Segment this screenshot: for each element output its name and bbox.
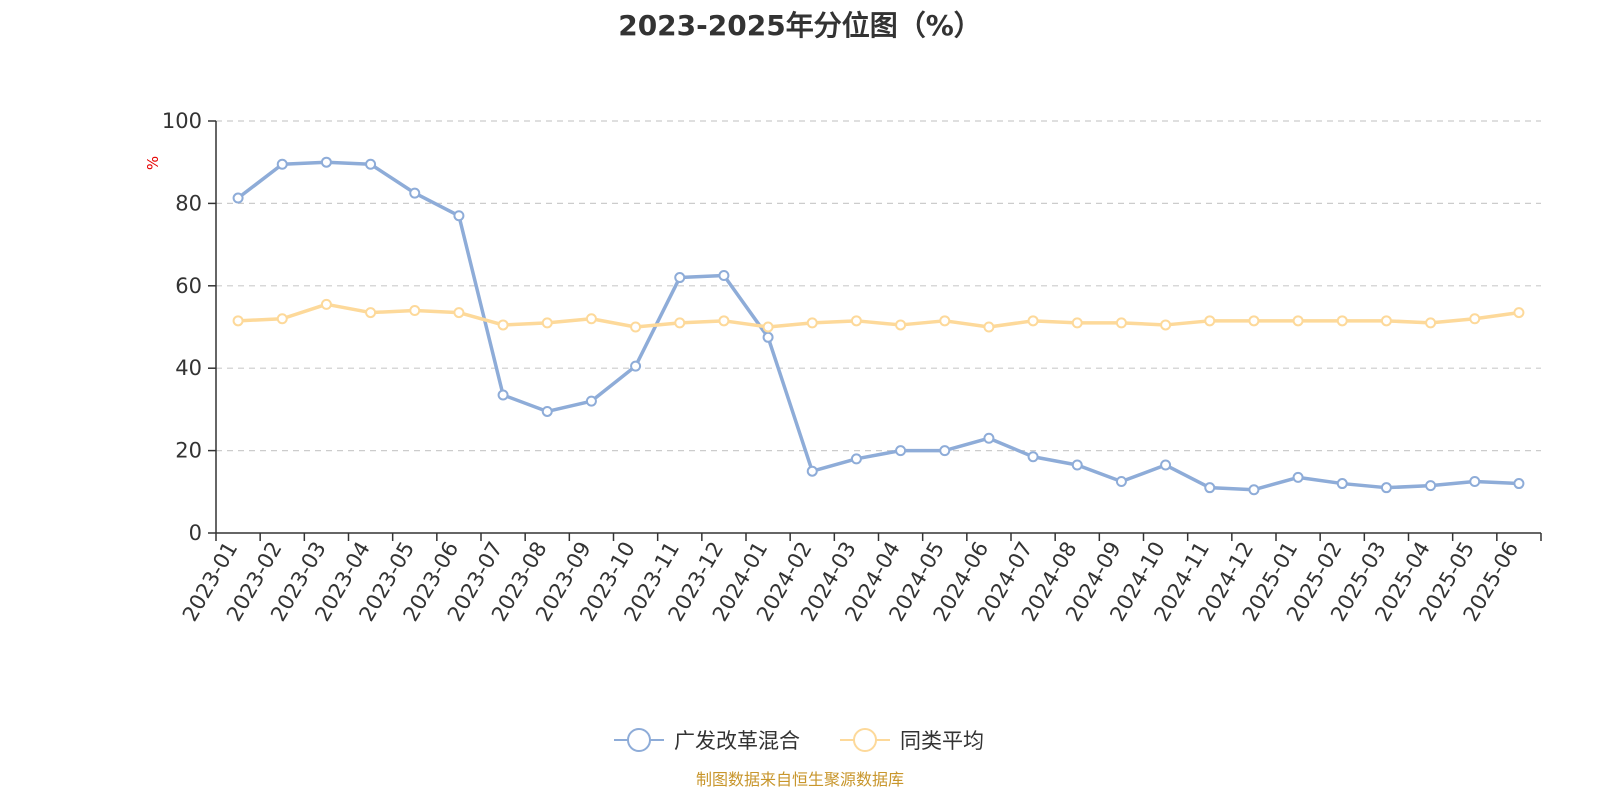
series-line bbox=[236, 160, 1521, 492]
data-point[interactable] bbox=[939, 445, 951, 457]
data-point[interactable] bbox=[850, 315, 862, 327]
y-tick-label: 0 bbox=[189, 521, 202, 545]
axes: 0204060801002023-012023-022023-032023-04… bbox=[162, 109, 1542, 625]
data-point[interactable] bbox=[1027, 315, 1039, 327]
data-point[interactable] bbox=[1292, 315, 1304, 327]
data-point[interactable] bbox=[1160, 459, 1172, 471]
data-point[interactable] bbox=[1204, 482, 1216, 494]
data-point[interactable] bbox=[895, 319, 907, 331]
data-point[interactable] bbox=[1292, 471, 1304, 483]
data-point[interactable] bbox=[630, 360, 642, 372]
data-point[interactable] bbox=[674, 317, 686, 329]
data-point[interactable] bbox=[850, 453, 862, 465]
data-point[interactable] bbox=[939, 315, 951, 327]
data-point[interactable] bbox=[320, 298, 332, 310]
data-point[interactable] bbox=[1071, 317, 1083, 329]
series-0 bbox=[232, 156, 1525, 496]
data-point[interactable] bbox=[806, 465, 818, 477]
legend[interactable]: 广发改革混合 同类平均 bbox=[614, 728, 984, 753]
data-point[interactable] bbox=[1027, 451, 1039, 463]
data-point[interactable] bbox=[1160, 319, 1172, 331]
data-point[interactable] bbox=[762, 321, 774, 333]
data-point[interactable] bbox=[276, 313, 288, 325]
data-point[interactable] bbox=[320, 156, 332, 168]
data-point[interactable] bbox=[1336, 315, 1348, 327]
y-tick-label: 100 bbox=[162, 109, 202, 133]
legend-label: 广发改革混合 bbox=[674, 729, 800, 753]
data-point[interactable] bbox=[1248, 484, 1260, 496]
data-point[interactable] bbox=[1425, 480, 1437, 492]
data-point[interactable] bbox=[806, 317, 818, 329]
data-point[interactable] bbox=[1380, 315, 1392, 327]
data-point[interactable] bbox=[276, 158, 288, 170]
data-point[interactable] bbox=[585, 313, 597, 325]
data-point[interactable] bbox=[1425, 317, 1437, 329]
legend-item-0[interactable]: 广发改革混合 bbox=[614, 728, 800, 753]
data-point[interactable] bbox=[1513, 307, 1525, 319]
data-point[interactable] bbox=[541, 317, 553, 329]
y-tick-label: 80 bbox=[175, 191, 202, 215]
data-point[interactable] bbox=[365, 307, 377, 319]
source-note: 制图数据来自恒生聚源数据库 bbox=[696, 770, 904, 789]
y-axis-unit: % bbox=[144, 156, 162, 170]
data-point[interactable] bbox=[232, 315, 244, 327]
chart-title: 2023-2025年分位图（%） bbox=[618, 9, 982, 42]
legend-label: 同类平均 bbox=[900, 729, 984, 753]
data-point[interactable] bbox=[365, 158, 377, 170]
y-tick-label: 60 bbox=[175, 274, 202, 298]
data-point[interactable] bbox=[1071, 459, 1083, 471]
data-point[interactable] bbox=[1115, 476, 1127, 487]
y-tick-label: 40 bbox=[175, 356, 202, 380]
data-point[interactable] bbox=[762, 331, 774, 343]
data-point[interactable] bbox=[1469, 313, 1481, 325]
data-point[interactable] bbox=[453, 307, 465, 319]
series-1 bbox=[232, 298, 1525, 333]
data-point[interactable] bbox=[674, 272, 686, 284]
data-point[interactable] bbox=[718, 315, 730, 327]
data-point[interactable] bbox=[232, 192, 244, 204]
data-point[interactable] bbox=[630, 321, 642, 333]
series bbox=[232, 156, 1525, 496]
data-point[interactable] bbox=[1513, 478, 1525, 490]
data-point[interactable] bbox=[1248, 315, 1260, 327]
data-point[interactable] bbox=[497, 319, 509, 331]
data-point[interactable] bbox=[718, 270, 730, 281]
data-point[interactable] bbox=[983, 321, 995, 333]
series-line bbox=[236, 302, 1521, 329]
gridlines bbox=[216, 120, 1541, 452]
data-point[interactable] bbox=[983, 432, 995, 444]
data-point[interactable] bbox=[1204, 315, 1216, 327]
data-point[interactable] bbox=[497, 389, 509, 401]
data-point[interactable] bbox=[409, 187, 421, 199]
y-tick-label: 20 bbox=[175, 439, 202, 463]
data-point[interactable] bbox=[541, 405, 553, 417]
legend-item-1[interactable]: 同类平均 bbox=[840, 728, 984, 753]
data-point[interactable] bbox=[895, 445, 907, 457]
data-point[interactable] bbox=[1115, 317, 1127, 329]
data-point[interactable] bbox=[453, 210, 465, 222]
data-point[interactable] bbox=[409, 305, 421, 317]
data-point[interactable] bbox=[585, 395, 597, 407]
legend-circle-icon bbox=[627, 728, 651, 752]
legend-circle-icon bbox=[853, 728, 877, 752]
data-point[interactable] bbox=[1380, 482, 1392, 494]
data-point[interactable] bbox=[1469, 476, 1481, 487]
data-point[interactable] bbox=[1336, 478, 1348, 490]
